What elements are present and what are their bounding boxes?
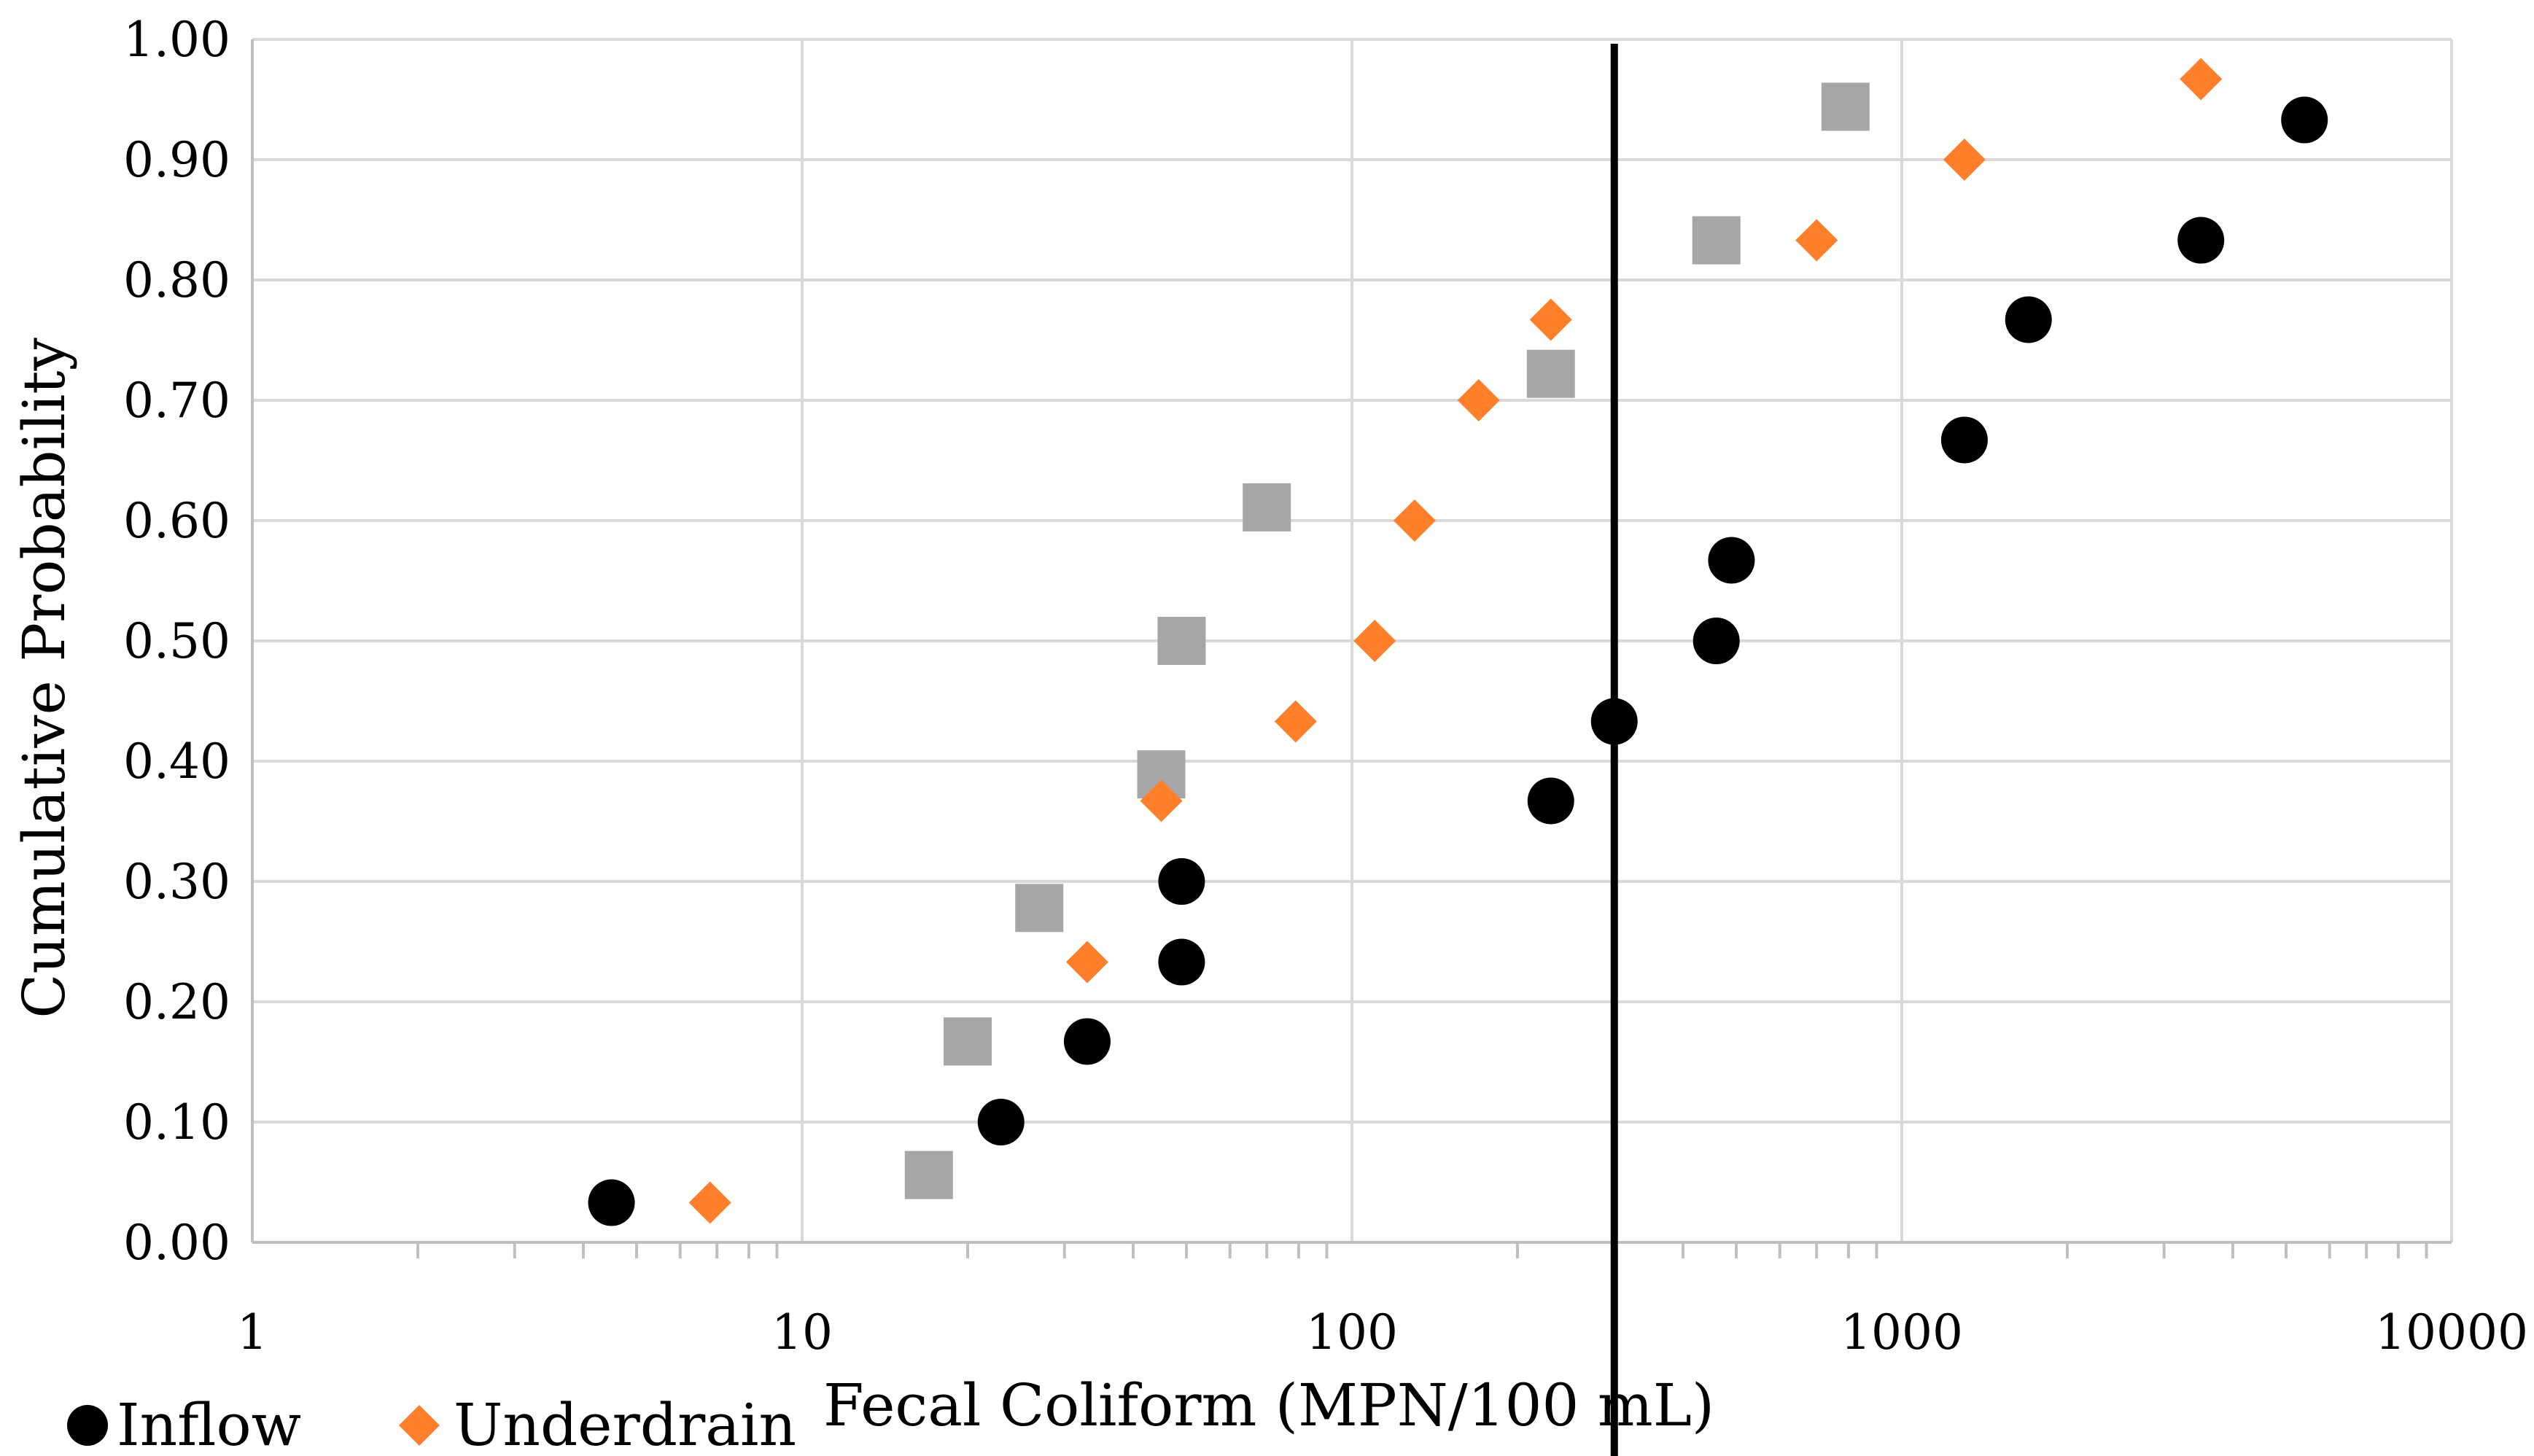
underdrain-point xyxy=(1795,219,1838,262)
inflow-point xyxy=(1708,537,1755,584)
y-axis-title: Cumulative Probability xyxy=(10,338,78,1019)
inflow-point xyxy=(1527,777,1574,825)
inflow-point xyxy=(1940,416,1988,464)
gray-square-point xyxy=(1692,216,1741,265)
y-tick-label: 0.40 xyxy=(123,733,230,790)
gray-square-point xyxy=(1526,349,1575,398)
gray-square-point xyxy=(1821,82,1870,131)
inflow-point xyxy=(2281,96,2328,144)
y-tick-label: 0.70 xyxy=(123,373,230,429)
inflow-point xyxy=(1590,698,1638,745)
legend-label-inflow: Inflow xyxy=(117,1391,301,1456)
legend-marker-inflow xyxy=(67,1405,108,1446)
axis-ticks xyxy=(416,1242,2428,1258)
x-tick-label: 1000 xyxy=(1841,1304,1963,1360)
inflow-point xyxy=(2005,296,2052,343)
underdrain-point xyxy=(1393,499,1436,542)
data-points xyxy=(588,58,2328,1226)
inflow-point xyxy=(1158,858,1205,905)
y-tick-label: 0.30 xyxy=(123,854,230,910)
x-axis-title: Fecal Coliform (MPN/100 mL) xyxy=(823,1371,1714,1439)
y-tick-label: 0.50 xyxy=(123,613,230,669)
underdrain-point xyxy=(688,1181,731,1224)
underdrain-point xyxy=(1353,620,1396,662)
gray-square-point xyxy=(904,1151,953,1199)
legend: Inflow Underdrain xyxy=(67,1391,796,1456)
x-tick-label: 10 xyxy=(772,1304,833,1360)
inflow-point xyxy=(1158,938,1205,986)
y-tick-label: 0.90 xyxy=(123,132,230,188)
y-tick-label: 0.60 xyxy=(123,493,230,549)
gray-square-point xyxy=(1243,483,1291,532)
y-tick-label: 0.20 xyxy=(123,974,230,1030)
tick-labels: 0.00 0.10 0.20 0.30 0.40 0.50 0.60 0.70 0.80 0.90… xyxy=(123,12,2528,1360)
inflow-point xyxy=(2177,217,2225,264)
y-tick-label: 0.00 xyxy=(123,1215,230,1271)
x-tick-label: 1 xyxy=(237,1304,268,1360)
inflow-point xyxy=(1063,1018,1111,1065)
inflow-point xyxy=(1692,618,1740,664)
axes xyxy=(251,39,2452,1244)
underdrain-point xyxy=(1529,298,1572,341)
legend-label-underdrain: Underdrain xyxy=(454,1391,796,1456)
inflow-point xyxy=(977,1099,1025,1145)
underdrain-point xyxy=(1140,779,1183,822)
gray-square-point xyxy=(1157,617,1206,665)
underdrain-point xyxy=(1943,139,1986,181)
gray-square-point xyxy=(943,1017,992,1066)
x-tick-label: 10000 xyxy=(2375,1304,2528,1360)
y-tick-label: 0.10 xyxy=(123,1094,230,1151)
gray-square-point xyxy=(1015,884,1064,933)
legend-marker-underdrain xyxy=(399,1405,440,1446)
underdrain-point xyxy=(1065,941,1108,984)
underdrain-point xyxy=(1274,700,1317,743)
underdrain-point xyxy=(2180,58,2223,101)
grid xyxy=(251,38,2453,1242)
y-tick-label: 1.00 xyxy=(123,12,230,68)
x-tick-label: 100 xyxy=(1306,1304,1398,1360)
inflow-point xyxy=(588,1179,635,1226)
y-tick-label: 0.80 xyxy=(123,252,230,308)
underdrain-point xyxy=(1457,379,1500,421)
